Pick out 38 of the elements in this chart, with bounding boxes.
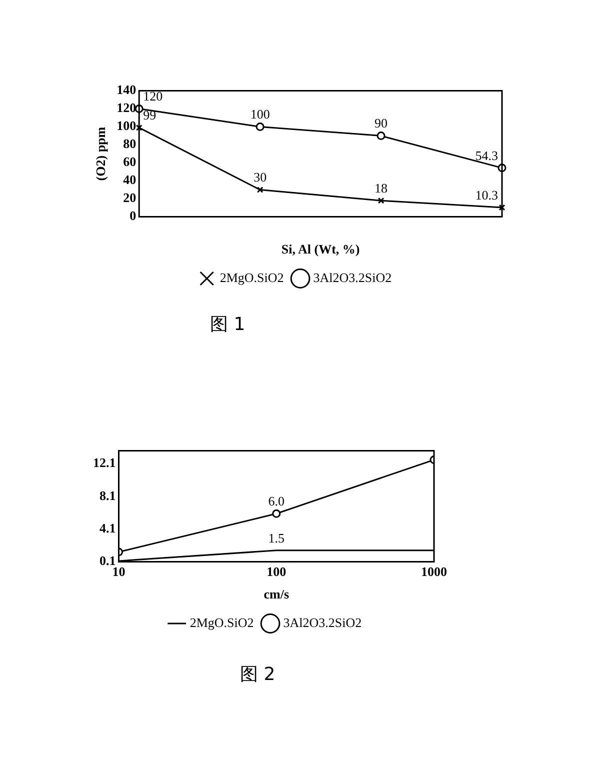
legend-label: 3Al2O3.2SiO2	[313, 270, 392, 285]
y-tick-label: 20	[123, 190, 136, 206]
y-tick-label: 40	[123, 172, 136, 188]
y-tick-label: 60	[123, 154, 136, 170]
x-axis-title: Si, Al (Wt, %)	[281, 242, 360, 257]
y-tick-label: 12.1	[93, 455, 116, 470]
data-label: 99	[143, 108, 156, 123]
legend-label: 2MgO.SiO2	[220, 270, 284, 285]
data-label: 30	[254, 170, 267, 185]
y-tick-label: 80	[123, 136, 136, 152]
legend-label: 3Al2O3.2SiO2	[283, 614, 362, 630]
data-label: 6.0	[268, 494, 284, 509]
point	[498, 204, 506, 211]
data-label: 90	[374, 116, 388, 131]
data-label: 100	[250, 106, 270, 122]
data-label: 120	[143, 88, 163, 104]
point	[136, 124, 142, 131]
x-axis-title: cm/s	[264, 586, 290, 602]
data-label: 10.3	[475, 187, 498, 202]
legend-label: 2MgO.SiO2	[190, 614, 254, 630]
point	[256, 122, 264, 132]
y-tick-label: 100	[116, 118, 136, 134]
data-label: 54.3	[475, 148, 498, 163]
caption: 图 1	[210, 313, 246, 336]
y-tick-label: 0	[130, 208, 136, 224]
caption: 图 2	[240, 663, 276, 686]
point	[378, 197, 384, 204]
point	[256, 186, 264, 194]
data-label: 1.5	[268, 530, 284, 546]
x-tick-label: 1000	[421, 564, 447, 579]
y-tick-label: 140	[116, 82, 136, 98]
y-tick-label: 8.1	[100, 488, 116, 503]
y-tick-label: 120	[116, 100, 136, 116]
y-tick-label: 4.1	[100, 520, 116, 536]
x-tick-label: 100	[266, 564, 286, 579]
y-axis-title: (O2) ppm	[93, 126, 108, 181]
point	[376, 132, 386, 140]
data-label: 18	[374, 180, 388, 196]
